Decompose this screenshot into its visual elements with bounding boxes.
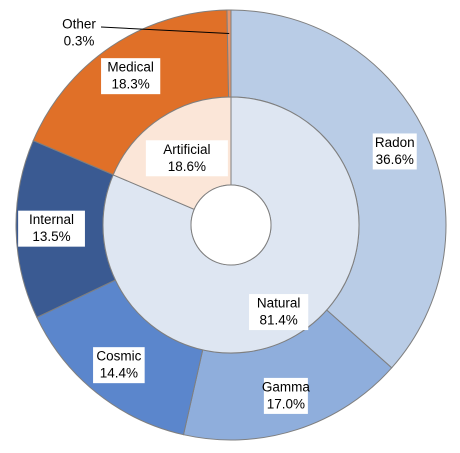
label-background [372, 133, 417, 170]
label-other: Other 0.3% [57, 15, 101, 51]
label-cosmic: Cosmic 14.4% [93, 347, 145, 384]
center-hole [190, 184, 272, 266]
label-value: 0.3% [64, 34, 95, 49]
label-background [57, 15, 101, 51]
label-internal: Internal 13.5% [18, 210, 85, 247]
label-background [101, 58, 161, 95]
label-name: Internal [29, 212, 74, 227]
label-medical: Medical 18.3% [101, 58, 161, 95]
label-background [18, 210, 85, 247]
label-radon: Radon 36.6% [372, 133, 417, 170]
label-value: 18.3% [112, 77, 150, 92]
label-name: Other [62, 17, 96, 32]
label-name: Cosmic [96, 349, 141, 364]
label-name: Gamma [262, 379, 311, 394]
other-leader-line [100, 26, 230, 35]
slice-labels: Natural 81.4% Artificial 18.6% Radon 36.6% Gam… [18, 15, 417, 414]
label-value: 14.4% [100, 366, 138, 381]
label-value: 17.0% [267, 396, 305, 411]
label-background [145, 140, 228, 177]
label-natural: Natural 81.4% [249, 294, 309, 331]
label-name: Medical [107, 60, 154, 75]
label-background [93, 347, 145, 384]
label-name: Artificial [163, 142, 210, 157]
label-value: 81.4% [260, 313, 298, 328]
label-name: Natural [257, 296, 301, 311]
label-name: Radon [375, 135, 415, 150]
label-value: 36.6% [376, 152, 414, 167]
label-background [249, 294, 309, 331]
label-artificial: Artificial 18.6% [145, 140, 228, 177]
label-value: 18.6% [168, 159, 206, 174]
label-background [263, 377, 308, 414]
label-value: 13.5% [32, 229, 70, 244]
label-gamma: Gamma 17.0% [262, 377, 311, 414]
